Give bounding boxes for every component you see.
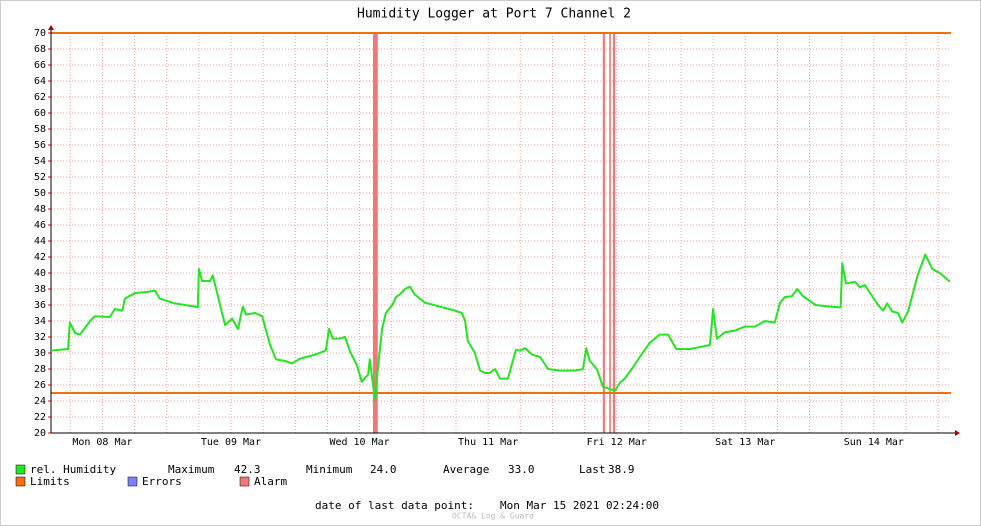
y-tick-label: 56 <box>34 140 46 151</box>
legend-label: Alarm <box>254 475 287 488</box>
alarm-band <box>612 33 616 433</box>
y-tick-label: 60 <box>34 108 46 119</box>
alarm-band <box>602 33 605 433</box>
y-tick-label: 34 <box>34 316 46 327</box>
alarm-band <box>372 33 378 433</box>
stat-value: 24.0 <box>370 463 397 476</box>
footer-date: Mon Mar 15 2021 02:24:00 <box>500 499 659 512</box>
legend-label: rel. Humidity <box>30 463 116 476</box>
y-tick-label: 20 <box>34 428 46 439</box>
y-tick-label: 26 <box>34 380 46 391</box>
stat-value: 38.9 <box>608 463 635 476</box>
legend-swatch <box>127 476 138 487</box>
stat-name: Average <box>443 463 489 476</box>
x-tick-label: Tue 09 Mar <box>201 437 261 448</box>
y-tick-label: 46 <box>34 220 46 231</box>
y-tick-label: 68 <box>34 44 46 55</box>
watermark: OCTA& Log & Guard <box>452 512 534 521</box>
alarm-band <box>609 33 611 433</box>
legend-label: Limits <box>30 475 70 488</box>
y-tick-label: 62 <box>34 92 46 103</box>
y-tick-label: 48 <box>34 204 46 215</box>
y-tick-label: 30 <box>34 348 46 359</box>
footer-label: date of last data point: <box>315 499 474 512</box>
y-tick-label: 44 <box>34 236 46 247</box>
legend-swatch <box>239 476 250 487</box>
stat-name: Last <box>579 463 606 476</box>
y-tick-label: 52 <box>34 172 46 183</box>
y-tick-label: 24 <box>34 396 46 407</box>
y-axis-arrow <box>48 25 54 30</box>
x-axis-arrow <box>955 430 960 436</box>
y-tick-label: 42 <box>34 252 46 263</box>
legend-swatch <box>15 464 26 475</box>
legend-swatch <box>15 476 26 487</box>
y-tick-label: 50 <box>34 188 46 199</box>
y-tick-label: 36 <box>34 300 46 311</box>
x-tick-label: Wed 10 Mar <box>329 437 389 448</box>
x-tick-label: Thu 11 Mar <box>458 437 518 448</box>
y-tick-label: 58 <box>34 124 46 135</box>
stat-value: 33.0 <box>508 463 535 476</box>
legend-label: Errors <box>142 475 182 488</box>
y-tick-label: 66 <box>34 60 46 71</box>
stat-value: 42.3 <box>234 463 261 476</box>
y-tick-label: 28 <box>34 364 46 375</box>
chart-title: Humidity Logger at Port 7 Channel 2 <box>357 7 631 22</box>
x-tick-label: Sat 13 Mar <box>715 437 775 448</box>
stat-name: Maximum <box>168 463 215 476</box>
x-tick-label: Sun 14 Mar <box>844 437 904 448</box>
y-tick-label: 54 <box>34 156 46 167</box>
y-tick-label: 40 <box>34 268 46 279</box>
stat-name: Minimum <box>306 463 353 476</box>
x-tick-label: Fri 12 Mar <box>587 437 647 448</box>
y-tick-label: 32 <box>34 332 46 343</box>
y-tick-label: 64 <box>34 76 46 87</box>
y-tick-label: 38 <box>34 284 46 295</box>
x-tick-label: Mon 08 Mar <box>72 437 132 448</box>
data-line <box>50 253 951 402</box>
y-tick-label: 70 <box>34 28 46 39</box>
y-tick-label: 22 <box>34 412 46 423</box>
